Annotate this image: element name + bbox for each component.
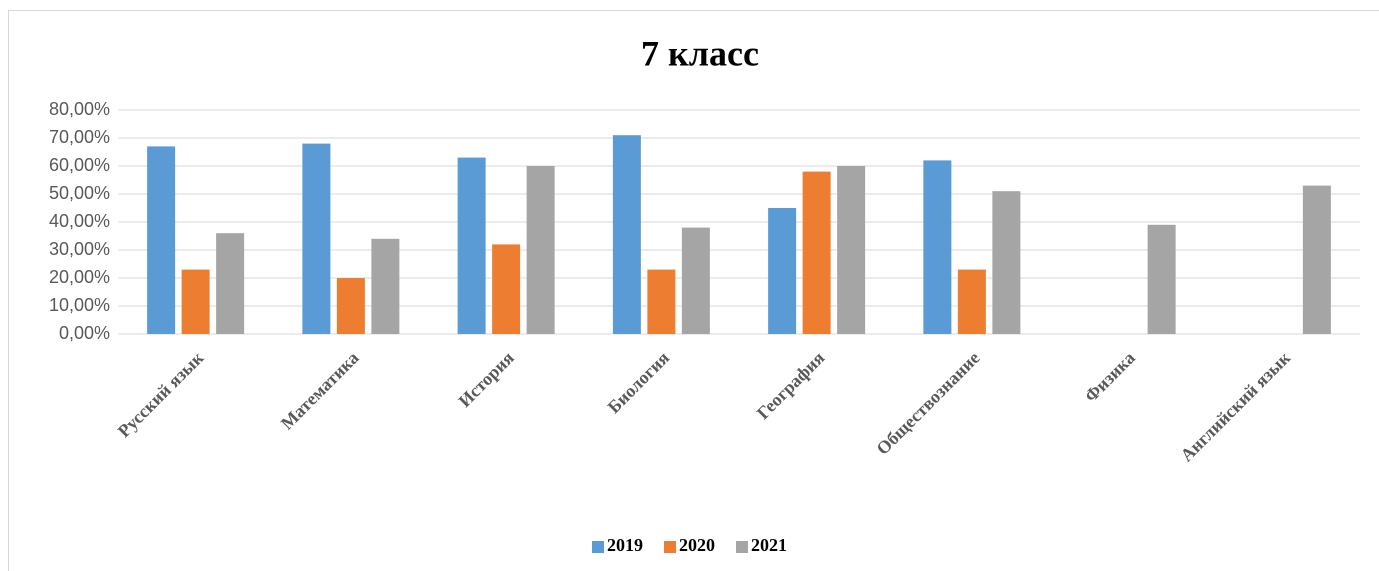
bar [647, 269, 676, 334]
legend-label: 2021 [751, 535, 787, 555]
y-tick-label: 70,00% [49, 127, 110, 147]
x-tick-label: Обществознание [872, 348, 983, 459]
bar [612, 135, 641, 334]
x-tick-label: Биология [604, 347, 674, 417]
legend-label: 2020 [679, 535, 715, 555]
y-tick-label: 10,00% [49, 295, 110, 315]
bar [957, 269, 986, 334]
bar [768, 208, 797, 334]
bar [1147, 224, 1176, 334]
y-tick-label: 60,00% [49, 155, 110, 175]
legend-swatch [664, 541, 676, 553]
y-tick-label: 80,00% [49, 99, 110, 119]
chart-border [8, 10, 1379, 571]
y-tick-label: 30,00% [49, 239, 110, 259]
bar [992, 191, 1021, 334]
x-tick-label: Английский язык [1176, 347, 1294, 465]
y-tick-label: 20,00% [49, 267, 110, 287]
legend-swatch [592, 541, 604, 553]
bar [526, 166, 555, 334]
bar [492, 244, 521, 334]
bar [181, 269, 210, 334]
bar [681, 227, 710, 334]
chart-title: 7 класс [641, 33, 759, 73]
y-tick-label: 50,00% [49, 183, 110, 203]
x-tick-label: Физика [1081, 348, 1139, 406]
x-tick-label: Русский язык [114, 347, 208, 441]
y-tick-label: 40,00% [49, 211, 110, 231]
y-tick-label: 0,00% [59, 323, 110, 343]
bar [216, 233, 245, 334]
bar [457, 157, 486, 334]
x-tick-label: Математика [277, 348, 363, 434]
bar [147, 146, 176, 334]
x-tick-label: История [454, 347, 518, 411]
bar [336, 278, 365, 334]
bar [802, 171, 831, 334]
bar [923, 160, 952, 334]
bar [371, 238, 400, 334]
bar [837, 166, 866, 334]
legend-swatch [736, 541, 748, 553]
legend-label: 2019 [607, 535, 643, 555]
x-tick-label: География [753, 347, 829, 423]
bar [1302, 185, 1331, 334]
bar [302, 143, 331, 334]
